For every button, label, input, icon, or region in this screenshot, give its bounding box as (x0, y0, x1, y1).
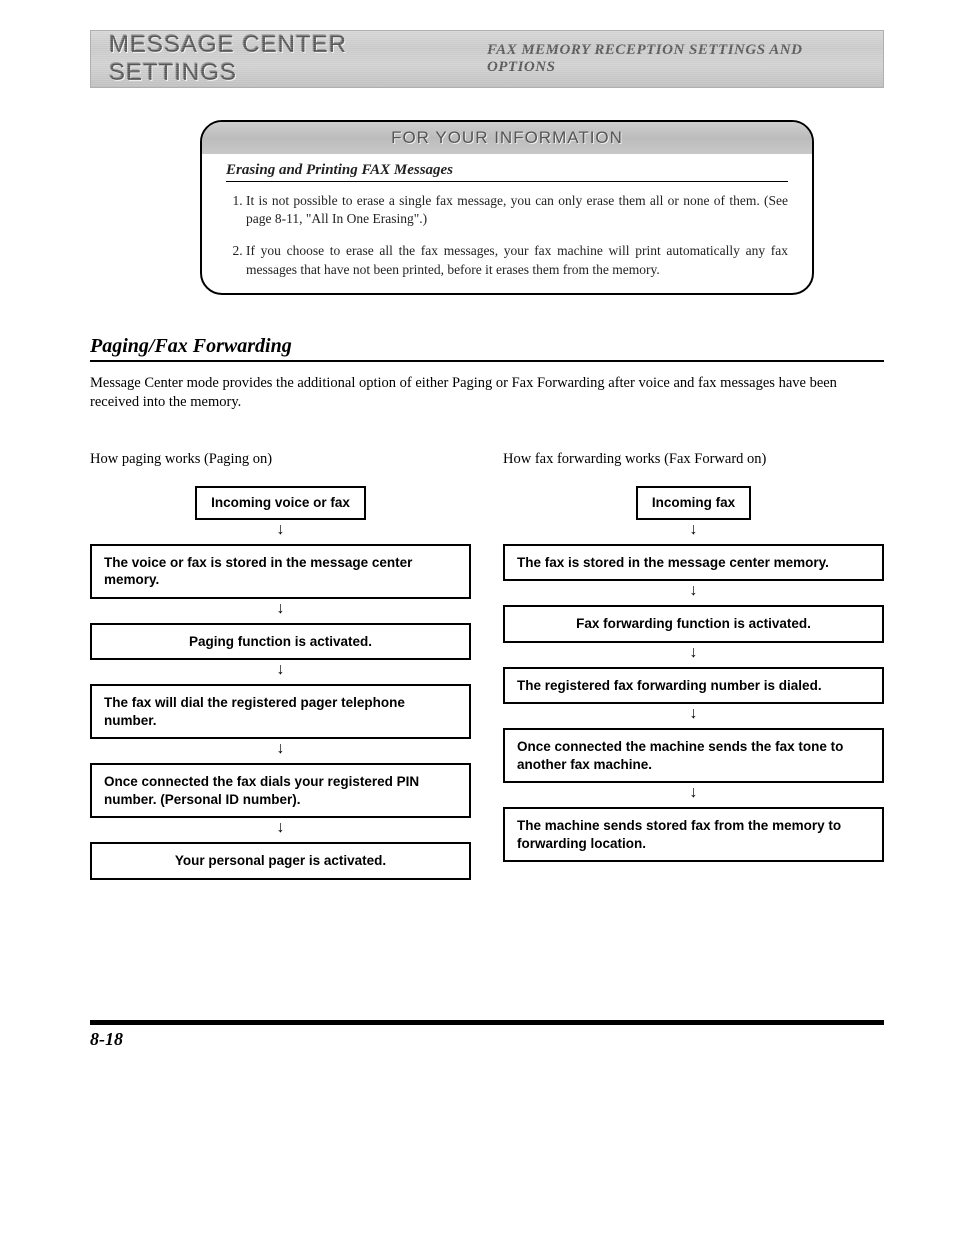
flow-left: Incoming voice or fax ↓ The voice or fax… (90, 486, 471, 880)
flow-box: Incoming voice or fax (195, 486, 366, 520)
arrow-down-icon: ↓ (690, 645, 698, 661)
info-box-body: Erasing and Printing FAX Messages It is … (202, 154, 812, 293)
flow-box: The fax is stored in the message center … (503, 544, 884, 582)
flow-box: The fax will dial the registered pager t… (90, 684, 471, 739)
flow-right-heading: How fax forwarding works (Fax Forward on… (503, 451, 884, 468)
page-number: 8-18 (90, 1029, 884, 1050)
flow-left-heading: How paging works (Paging on) (90, 451, 471, 468)
arrow-down-icon: ↓ (277, 820, 285, 836)
arrow-down-icon: ↓ (690, 706, 698, 722)
arrow-down-icon: ↓ (277, 522, 285, 538)
footer-rule (90, 1020, 884, 1025)
section-intro: Message Center mode provides the additio… (90, 374, 884, 413)
arrow-down-icon: ↓ (690, 583, 698, 599)
info-box: FOR YOUR INFORMATION Erasing and Printin… (200, 120, 814, 295)
flow-columns: How paging works (Paging on) Incoming vo… (90, 443, 884, 880)
info-list-item: If you choose to erase all the fax messa… (246, 242, 788, 278)
chapter-subtitle: FAX MEMORY RECEPTION SETTINGS AND OPTION… (487, 42, 865, 76)
flow-box: The voice or fax is stored in the messag… (90, 544, 471, 599)
chapter-header-band: MESSAGE CENTER SETTINGS FAX MEMORY RECEP… (90, 30, 884, 88)
flow-col-right: How fax forwarding works (Fax Forward on… (503, 443, 884, 880)
arrow-down-icon: ↓ (277, 662, 285, 678)
info-list-item: It is not possible to erase a single fax… (246, 192, 788, 228)
chapter-title: MESSAGE CENTER SETTINGS (109, 31, 473, 87)
info-box-title: FOR YOUR INFORMATION (202, 122, 812, 154)
flow-box: The registered fax forwarding number is … (503, 667, 884, 705)
arrow-down-icon: ↓ (277, 601, 285, 617)
flow-box: The machine sends stored fax from the me… (503, 807, 884, 862)
section-heading: Paging/Fax Forwarding (90, 335, 884, 362)
flow-right: Incoming fax ↓ The fax is stored in the … (503, 486, 884, 862)
flow-box: Once connected the fax dials your regist… (90, 763, 471, 818)
arrow-down-icon: ↓ (277, 741, 285, 757)
info-list: It is not possible to erase a single fax… (226, 192, 788, 279)
arrow-down-icon: ↓ (690, 785, 698, 801)
flow-box: Your personal pager is activated. (90, 842, 471, 880)
flow-box: Paging function is activated. (90, 623, 471, 661)
flow-box: Incoming fax (636, 486, 751, 520)
flow-col-left: How paging works (Paging on) Incoming vo… (90, 443, 471, 880)
arrow-down-icon: ↓ (690, 522, 698, 538)
flow-box: Fax forwarding function is activated. (503, 605, 884, 643)
flow-box: Once connected the machine sends the fax… (503, 728, 884, 783)
page: MESSAGE CENTER SETTINGS FAX MEMORY RECEP… (0, 0, 954, 1110)
info-box-subheading: Erasing and Printing FAX Messages (226, 162, 788, 182)
